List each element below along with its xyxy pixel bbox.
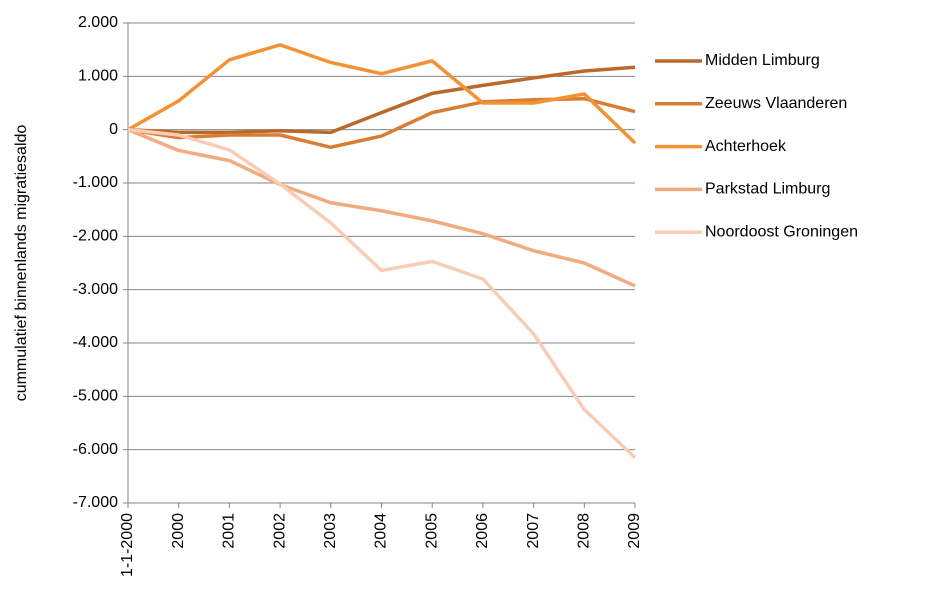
y-tick-label: -6.000 bbox=[73, 441, 118, 458]
x-tick-label: 2007 bbox=[525, 513, 542, 549]
x-tick-label: 2005 bbox=[423, 513, 440, 549]
y-tick-label: 1.000 bbox=[78, 68, 118, 85]
y-tick-label: -1.000 bbox=[73, 174, 118, 191]
legend-label: Noordoost Groningen bbox=[705, 223, 858, 240]
y-tick-label: -5.000 bbox=[73, 388, 118, 405]
legend-label: Achterhoek bbox=[705, 138, 787, 155]
legend-label: Midden Limburg bbox=[705, 52, 820, 69]
line-series bbox=[127, 96, 636, 150]
x-tick-label: 2004 bbox=[373, 513, 390, 549]
x-tick-label: 2001 bbox=[221, 513, 238, 549]
x-tick-label: 2008 bbox=[576, 513, 593, 549]
line-series bbox=[127, 127, 637, 459]
y-axis-label: cummulatief binnenlands migratiesaldo bbox=[13, 125, 30, 402]
x-tick-label: 2002 bbox=[271, 513, 288, 549]
y-tick-label: -2.000 bbox=[73, 228, 118, 245]
legend-label: Zeeuws Vlaanderen bbox=[705, 95, 847, 112]
legend-label: Parkstad Limburg bbox=[705, 181, 830, 198]
y-tick-label: -7.000 bbox=[73, 494, 118, 511]
y-tick-label: -4.000 bbox=[73, 334, 118, 351]
x-tick-label: 2009 bbox=[626, 513, 643, 549]
y-tick-label: 2.000 bbox=[78, 14, 118, 31]
x-tick-label: 2003 bbox=[322, 513, 339, 549]
line-series bbox=[127, 128, 636, 288]
y-tick-label: -3.000 bbox=[73, 281, 118, 298]
x-tick-label: 2000 bbox=[170, 513, 187, 549]
x-tick-label: 2006 bbox=[474, 513, 491, 549]
line-series bbox=[127, 65, 636, 135]
line-series bbox=[127, 43, 637, 145]
y-tick-label: 0 bbox=[109, 121, 118, 138]
x-tick-label: 1-1-2000 bbox=[119, 513, 136, 577]
